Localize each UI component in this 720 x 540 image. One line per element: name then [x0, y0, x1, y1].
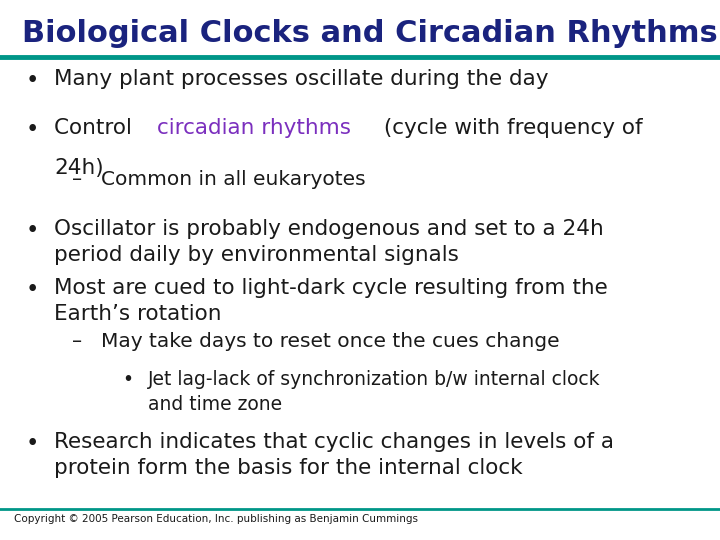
Text: circadian rhythms: circadian rhythms — [158, 118, 351, 138]
Text: Biological Clocks and Circadian Rhythms: Biological Clocks and Circadian Rhythms — [22, 19, 717, 48]
Text: Copyright © 2005 Pearson Education, Inc. publishing as Benjamin Cummings: Copyright © 2005 Pearson Education, Inc.… — [14, 514, 418, 524]
Text: –: – — [72, 170, 82, 189]
Text: •: • — [122, 370, 133, 389]
Text: •: • — [25, 278, 39, 301]
Text: (cycle with frequency of: (cycle with frequency of — [377, 118, 642, 138]
Text: •: • — [25, 432, 39, 455]
Text: –: – — [72, 332, 82, 351]
Text: Many plant processes oscillate during the day: Many plant processes oscillate during th… — [54, 69, 549, 89]
Text: Most are cued to light-dark cycle resulting from the
Earth’s rotation: Most are cued to light-dark cycle result… — [54, 278, 608, 325]
Text: Oscillator is probably endogenous and set to a 24h
period daily by environmental: Oscillator is probably endogenous and se… — [54, 219, 604, 265]
Text: Control: Control — [54, 118, 139, 138]
Text: •: • — [25, 219, 39, 242]
Text: Jet lag-lack of synchronization b/w internal clock
and time zone: Jet lag-lack of synchronization b/w inte… — [148, 370, 600, 414]
Text: Common in all eukaryotes: Common in all eukaryotes — [101, 170, 366, 189]
Text: Research indicates that cyclic changes in levels of a
protein form the basis for: Research indicates that cyclic changes i… — [54, 432, 614, 478]
Text: 24h): 24h) — [54, 158, 104, 178]
Text: •: • — [25, 69, 39, 92]
Text: May take days to reset once the cues change: May take days to reset once the cues cha… — [101, 332, 559, 351]
Text: •: • — [25, 118, 39, 141]
